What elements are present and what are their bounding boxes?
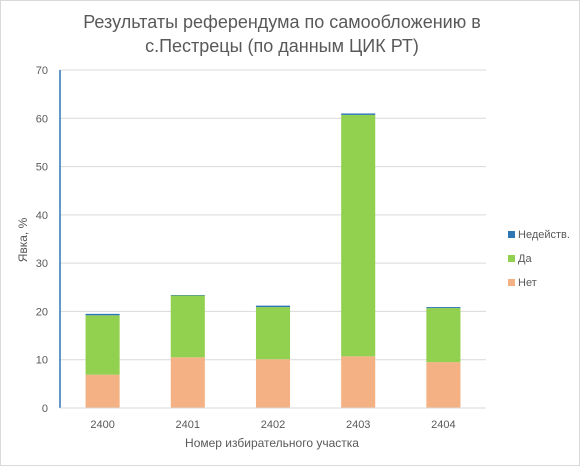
x-tick-label: 2403 bbox=[346, 419, 370, 431]
x-tick-label: 2400 bbox=[90, 419, 114, 431]
legend-label: Да bbox=[518, 253, 532, 265]
y-tick-label: 50 bbox=[36, 162, 48, 174]
bar-segment-2402-Нет bbox=[256, 359, 290, 408]
bar-segment-2402-Да bbox=[256, 307, 290, 359]
x-tick-label: 2402 bbox=[261, 419, 285, 431]
y-axis-label: Явка, % bbox=[16, 217, 30, 262]
legend-swatch bbox=[508, 231, 515, 238]
chart-title-line-2: с.Пестрецы (по данным ЦИК РТ) bbox=[145, 36, 419, 56]
y-tick-label: 60 bbox=[36, 113, 48, 125]
chart-title-line-1: Результаты референдума по самообложению … bbox=[83, 12, 481, 32]
bar-segment-2403-Да bbox=[341, 115, 375, 356]
bar-segment-2400-Недейств. bbox=[86, 314, 120, 315]
y-tick-label: 20 bbox=[36, 306, 48, 318]
bar-segment-2404-Недейств. bbox=[426, 307, 460, 308]
bar-segment-2404-Нет bbox=[426, 362, 460, 408]
bar-segment-2401-Нет bbox=[171, 357, 205, 408]
x-tick-label: 2401 bbox=[176, 419, 200, 431]
y-tick-label: 10 bbox=[36, 355, 48, 367]
bar-segment-2403-Нет bbox=[341, 356, 375, 408]
legend-label: Недейств. bbox=[518, 229, 570, 241]
bar-segment-2400-Да bbox=[86, 315, 120, 374]
y-tick-label: 30 bbox=[36, 258, 48, 270]
legend-swatch bbox=[508, 255, 515, 262]
legend-label: Нет bbox=[518, 277, 537, 289]
bar-segment-2400-Нет bbox=[86, 375, 120, 408]
y-tick-label: 0 bbox=[42, 403, 48, 415]
legend-swatch bbox=[508, 279, 515, 286]
bar-segment-2402-Недейств. bbox=[256, 306, 290, 307]
bar-segment-2403-Недейств. bbox=[341, 113, 375, 114]
y-tick-label: 70 bbox=[36, 65, 48, 77]
x-axis-label: Номер избирательного участка bbox=[185, 436, 359, 450]
bar-segment-2401-Да bbox=[171, 295, 205, 357]
bar-segment-2404-Да bbox=[426, 308, 460, 362]
y-tick-label: 40 bbox=[36, 210, 48, 222]
x-tick-label: 2404 bbox=[431, 419, 455, 431]
